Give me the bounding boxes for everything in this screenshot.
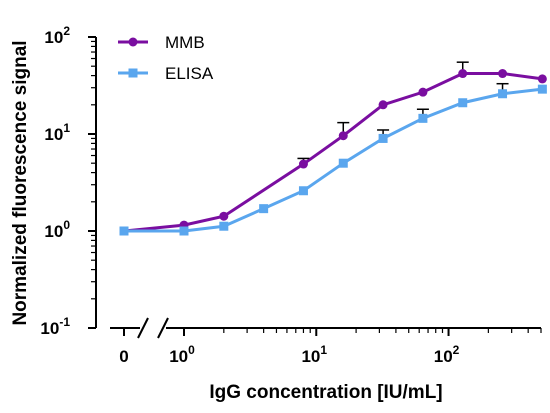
data-point-elisa	[179, 226, 189, 236]
data-point-elisa	[219, 221, 229, 231]
x-tick-label-zero: 0	[119, 347, 128, 366]
legend-marker	[128, 68, 138, 78]
x-tick-label: 101	[301, 343, 327, 366]
series-mmb	[119, 61, 547, 236]
y-tick-label: 102	[44, 24, 70, 47]
data-point-elisa	[498, 89, 508, 99]
data-point-mmb	[298, 159, 308, 169]
legend-item-elisa: ELISA	[118, 64, 214, 83]
y-tick-label: 100	[44, 218, 70, 241]
data-point-elisa	[458, 98, 468, 108]
legend-marker	[128, 37, 138, 47]
x-axis-break-mark	[157, 317, 169, 339]
legend-item-mmb: MMB	[118, 33, 205, 52]
data-point-mmb	[378, 100, 388, 110]
data-point-elisa	[378, 133, 388, 143]
legend-label: MMB	[165, 33, 205, 52]
data-point-elisa	[298, 186, 308, 196]
data-point-elisa	[418, 113, 428, 123]
legend-label: ELISA	[165, 64, 214, 83]
y-tick-label: 101	[44, 121, 70, 144]
data-point-elisa	[119, 226, 129, 236]
y-axis-title: Normalized fluorescence signal	[10, 40, 31, 325]
data-point-elisa	[338, 158, 348, 168]
data-point-elisa	[537, 84, 547, 94]
data-point-mmb	[219, 211, 229, 221]
data-point-mmb	[458, 69, 468, 79]
data-point-mmb	[418, 87, 428, 97]
series-layer	[119, 61, 547, 236]
x-axis-break-mark	[137, 317, 149, 339]
y-tick-label: 10-1	[40, 315, 70, 338]
data-point-mmb	[537, 74, 547, 84]
x-tick-label: 100	[169, 343, 195, 366]
series-line-elisa	[124, 87, 543, 233]
legend: MMB ELISA	[118, 33, 214, 83]
x-axis-title: IgG concentration [IU/mL]	[209, 382, 442, 403]
axes: 10-1 100 101 102 0 100 101 102	[40, 24, 542, 366]
series-elisa	[119, 82, 547, 236]
data-point-mmb	[338, 131, 348, 141]
data-point-elisa	[259, 204, 269, 214]
data-point-mmb	[498, 69, 508, 79]
series-line-mmb	[123, 72, 543, 233]
x-tick-label: 102	[434, 343, 460, 366]
